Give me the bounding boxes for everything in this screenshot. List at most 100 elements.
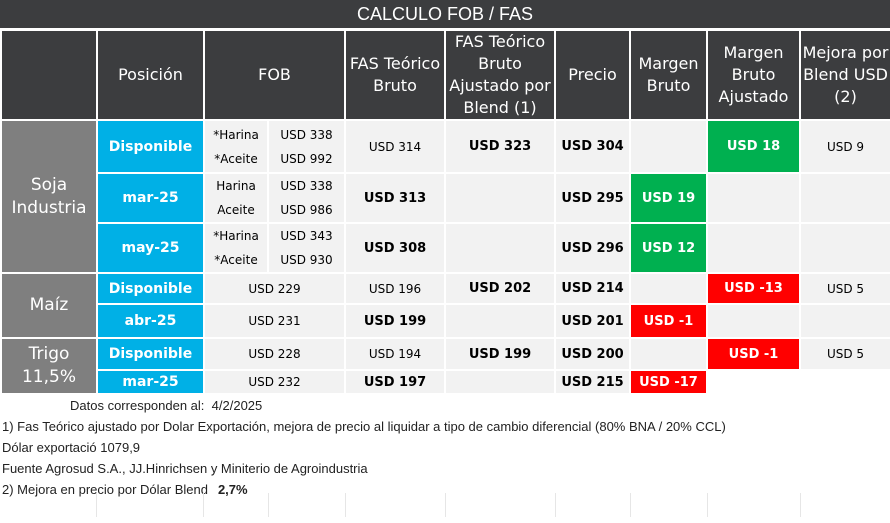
precio-cell: USD 304 — [554, 119, 631, 174]
header-fas: FAS Teórico Bruto — [344, 29, 446, 121]
fob-labels: *Harina *Aceite — [203, 119, 269, 174]
fob-cell: USD 232 — [203, 369, 346, 395]
fas-ajustado-cell — [444, 303, 556, 339]
product-trigo: Trigo 11,5% — [0, 337, 98, 395]
fas-ajustado-cell — [444, 222, 556, 274]
precio-cell: USD 295 — [554, 172, 631, 224]
fob-value: USD 992 — [280, 151, 333, 166]
precio-cell: USD 296 — [554, 222, 631, 274]
margen-cell: USD 19 — [629, 172, 708, 224]
fas-ajustado-cell: USD 323 — [444, 119, 556, 174]
margen-cell — [629, 119, 708, 174]
fas-cell: USD 313 — [344, 172, 446, 224]
margen-cell: USD 12 — [629, 222, 708, 274]
position-cell: may-25 — [96, 222, 205, 274]
header-product — [0, 29, 98, 121]
date-value: 4/2/2025 — [211, 398, 263, 413]
sheet-gridlines — [0, 493, 890, 517]
table-row: mar-25 USD 232 USD 197 USD 215 USD -17 — [1, 369, 890, 395]
margen-ajustado-cell: USD -13 — [706, 272, 801, 305]
position-cell: Disponible — [96, 337, 205, 371]
fob-labels: *Harina *Aceite — [203, 222, 269, 274]
header-mejora: Mejora por Blend USD (2) — [799, 29, 890, 121]
product-maiz: Maíz — [0, 272, 98, 339]
fob-values: USD 338 USD 986 — [267, 172, 346, 224]
header-posicion: Posición — [96, 29, 205, 121]
header-precio: Precio — [554, 29, 631, 121]
fas-cell: USD 308 — [344, 222, 446, 274]
fob-values: USD 338 USD 992 — [267, 119, 346, 174]
fas-ajustado-cell — [444, 369, 556, 395]
table-row: mar-25 Harina Aceite USD 338 USD 986 USD 3… — [1, 172, 890, 224]
position-cell: mar-25 — [96, 369, 205, 395]
fas-ajustado-cell — [444, 172, 556, 224]
blend-percent: 2,7% — [217, 482, 248, 497]
fas-ajustado-cell: USD 202 — [444, 272, 556, 305]
fob-cell: USD 228 — [203, 337, 346, 371]
footnotes: Datos corresponden al: 4/2/2025 1) Fas T… — [0, 395, 890, 500]
fob-cell: USD 229 — [203, 272, 346, 305]
margen-ajustado-cell — [706, 369, 801, 395]
margen-cell: USD -17 — [629, 369, 708, 395]
fob-label: *Harina — [213, 229, 259, 243]
date-line: Datos corresponden al: 4/2/2025 — [2, 395, 890, 416]
fob-cell: USD 231 — [203, 303, 346, 339]
fob-value: USD 343 — [280, 229, 333, 243]
margen-cell — [629, 272, 708, 305]
margen-cell — [629, 337, 708, 371]
fob-label: *Aceite — [214, 253, 258, 267]
date-label: Datos corresponden al: — [70, 398, 205, 413]
margen-ajustado-cell: USD 18 — [706, 119, 801, 174]
fob-label: *Aceite — [214, 151, 258, 166]
mejora-cell — [799, 369, 890, 395]
note-2-text: 2) Mejora en precio por Dólar Blend — [2, 482, 208, 497]
precio-cell: USD 215 — [554, 369, 631, 395]
mejora-cell: USD 9 — [799, 119, 890, 174]
fas-cell: USD 199 — [344, 303, 446, 339]
fas-cell: USD 196 — [344, 272, 446, 305]
fob-value: USD 986 — [280, 203, 333, 217]
note-1: 1) Fas Teórico ajustado por Dolar Export… — [2, 419, 726, 434]
fas-ajustado-cell: USD 199 — [444, 337, 556, 371]
fob-fas-table: Posición FOB FAS Teórico Bruto FAS Teóri… — [0, 29, 890, 395]
header-margen: Margen Bruto — [629, 29, 708, 121]
position-cell: mar-25 — [96, 172, 205, 224]
mejora-cell — [799, 172, 890, 224]
header-row: Posición FOB FAS Teórico Bruto FAS Teóri… — [0, 29, 890, 121]
precio-cell: USD 214 — [554, 272, 631, 305]
mejora-cell: USD 5 — [799, 272, 890, 305]
report-title: CALCULO FOB / FAS — [0, 0, 890, 29]
position-cell: abr-25 — [96, 303, 205, 339]
margen-ajustado-cell — [706, 172, 801, 224]
header-margen-ajustado: Margen Bruto Ajustado — [706, 29, 801, 121]
precio-cell: USD 200 — [554, 337, 631, 371]
margen-ajustado-cell — [706, 303, 801, 339]
fob-label: Aceite — [217, 203, 255, 217]
fob-value: USD 338 — [280, 127, 333, 142]
table-row: Soja Industria Disponible *Harina *Aceite… — [0, 119, 890, 274]
fob-values: USD 343 USD 930 — [267, 222, 346, 274]
fob-label: *Harina — [213, 127, 259, 142]
fas-cell: USD 314 — [344, 119, 446, 174]
note-2: 2) Mejora en precio por Dólar Blend 2,7% — [2, 479, 890, 500]
header-fas-ajustado: FAS Teórico Bruto Ajustado por Blend (1) — [444, 29, 556, 121]
table-row: Trigo 11,5% Disponible USD 228 USD 194 U… — [0, 337, 890, 395]
mejora-cell: USD 5 — [799, 337, 890, 371]
product-soja: Soja Industria — [0, 119, 98, 274]
dolar-exportacion: Dólar exportació 1079,9 — [2, 440, 141, 455]
margen-ajustado-cell: USD -1 — [706, 337, 801, 371]
header-fob: FOB — [203, 29, 346, 121]
position-cell: Disponible — [96, 272, 205, 305]
mejora-cell — [799, 222, 890, 274]
fas-cell: USD 197 — [344, 369, 446, 395]
fob-labels: Harina Aceite — [203, 172, 269, 224]
fob-value: USD 338 — [280, 179, 333, 193]
fas-cell: USD 194 — [344, 337, 446, 371]
margen-cell: USD -1 — [629, 303, 708, 339]
position-cell: Disponible — [96, 119, 205, 174]
table-row: Maíz Disponible USD 229 USD 196 USD 202 … — [0, 272, 890, 339]
mejora-cell — [799, 303, 890, 339]
table-row: abr-25 USD 231 USD 199 USD 201 USD -1 — [1, 303, 890, 339]
fuente: Fuente Agrosud S.A., JJ.Hinrichsen y Min… — [2, 461, 368, 476]
